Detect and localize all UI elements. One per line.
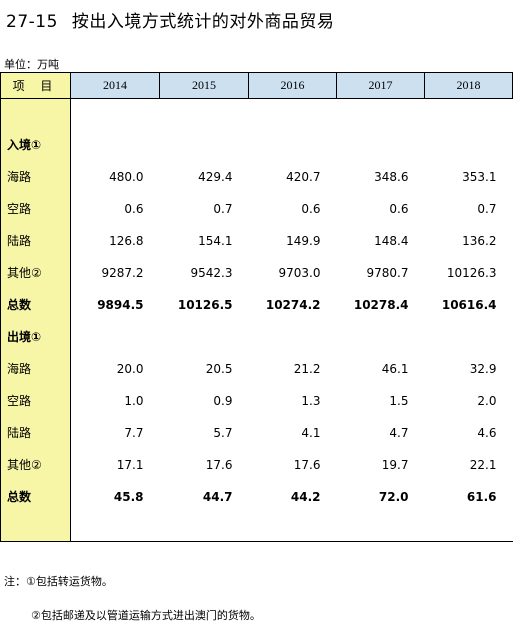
footnote-1: 注：①包括转运货物。 [4, 575, 113, 588]
header-item: 项 目 [0, 72, 71, 99]
table-cell: 17.6 [293, 457, 321, 472]
table-row: 陆路 7.7 5.7 4.1 4.7 4.6 [0, 416, 513, 449]
table-number: 27-15 [6, 12, 58, 32]
total-cell: 10274.2 [265, 297, 321, 312]
header-row: 项 目 2014 2015 2016 2017 2018 [0, 72, 513, 99]
page-title: 27-15 按出入境方式统计的对外商品贸易 [6, 7, 334, 32]
table-cell: 4.1 [301, 425, 321, 440]
total-label: 总数 [0, 288, 71, 321]
table-cell: 0.9 [213, 393, 233, 408]
table-cell: 9287.2 [101, 265, 144, 280]
section-label: 出境① [0, 320, 71, 353]
total-cell: 10278.4 [353, 297, 409, 312]
row-label: 其他② [0, 448, 71, 481]
section-label: 入境① [0, 128, 71, 161]
spacer-row [0, 512, 513, 542]
table-cell: 17.6 [205, 457, 233, 472]
table-row: 空路 1.0 0.9 1.3 1.5 2.0 [0, 384, 513, 417]
table-cell: 9542.3 [190, 265, 233, 280]
table-cell: 480.0 [109, 169, 144, 184]
table-header: 项 目 2014 2015 2016 2017 2018 [0, 72, 513, 99]
unit-label: 单位：万吨 [4, 58, 59, 71]
table-row: 海路 480.0 429.4 420.7 348.6 353.1 [0, 160, 513, 193]
table-cell: 1.0 [124, 393, 144, 408]
total-cell: 72.0 [378, 489, 409, 504]
header-year: 2015 [159, 72, 249, 99]
table-cell: 4.7 [389, 425, 409, 440]
table-row: 陆路 126.8 154.1 149.9 148.4 136.2 [0, 224, 513, 257]
row-label: 陆路 [0, 416, 71, 449]
row-label: 空路 [0, 192, 71, 225]
table-cell: 0.6 [124, 201, 144, 216]
table-title: 按出入境方式统计的对外商品贸易 [71, 12, 335, 32]
table-cell: 1.5 [389, 393, 409, 408]
table-cell: 9780.7 [366, 265, 409, 280]
table-cell: 22.1 [469, 457, 497, 472]
table-cell: 7.7 [124, 425, 144, 440]
table-cell: 420.7 [286, 169, 321, 184]
spacer-row [0, 98, 513, 129]
table-row: 其他② 9287.2 9542.3 9703.0 9780.7 10126.3 [0, 256, 513, 289]
section-row: 入境① [0, 128, 513, 161]
total-cell: 9894.5 [97, 297, 144, 312]
table-cell: 136.2 [462, 233, 497, 248]
table-cell: 148.4 [374, 233, 409, 248]
table-cell: 21.2 [293, 361, 321, 376]
header-year: 2017 [336, 72, 425, 99]
row-label: 其他② [0, 256, 71, 289]
table-cell: 20.5 [205, 361, 233, 376]
table-cell: 353.1 [462, 169, 497, 184]
row-label: 陆路 [0, 224, 71, 257]
table-cell: 154.1 [198, 233, 233, 248]
table-cell: 429.4 [198, 169, 233, 184]
header-year: 2018 [424, 72, 513, 99]
table-cell: 19.7 [381, 457, 409, 472]
header-year: 2016 [248, 72, 337, 99]
table-cell: 348.6 [374, 169, 409, 184]
table-cell: 10126.3 [446, 265, 497, 280]
table-cell: 20.0 [116, 361, 144, 376]
table-row: 其他② 17.1 17.6 17.6 19.7 22.1 [0, 448, 513, 481]
table-row: 空路 0.6 0.7 0.6 0.6 0.7 [0, 192, 513, 225]
section-row: 出境① [0, 320, 513, 353]
header-year: 2014 [70, 72, 160, 99]
trade-table: 项 目 2014 2015 2016 2017 2018 入境① 海路 480.… [0, 72, 513, 542]
table-cell: 2.0 [477, 393, 497, 408]
total-cell: 44.2 [290, 489, 321, 504]
table-cell: 46.1 [381, 361, 409, 376]
total-cell: 44.7 [202, 489, 233, 504]
total-label: 总数 [0, 480, 71, 513]
table-cell: 0.6 [389, 201, 409, 216]
table-cell: 9703.0 [278, 265, 321, 280]
row-label: 海路 [0, 352, 71, 385]
table-cell: 0.7 [213, 201, 233, 216]
table-cell: 17.1 [116, 457, 144, 472]
table-cell: 149.9 [286, 233, 321, 248]
table-cell: 0.6 [301, 201, 321, 216]
total-cell: 61.6 [466, 489, 497, 504]
table-cell: 4.6 [477, 425, 497, 440]
total-row: 总数 9894.5 10126.5 10274.2 10278.4 10616.… [0, 288, 513, 321]
table-cell: 126.8 [109, 233, 144, 248]
total-cell: 10126.5 [177, 297, 233, 312]
table-cell: 0.7 [477, 201, 497, 216]
table-cell: 32.9 [469, 361, 497, 376]
footnote-2: ②包括邮递及以管道运输方式进出澳门的货物。 [31, 609, 261, 622]
table-row: 海路 20.0 20.5 21.2 46.1 32.9 [0, 352, 513, 385]
total-row: 总数 45.8 44.7 44.2 72.0 61.6 [0, 480, 513, 513]
table-cell: 1.3 [301, 393, 321, 408]
total-cell: 45.8 [113, 489, 144, 504]
total-cell: 10616.4 [441, 297, 497, 312]
table-body: 入境① 海路 480.0 429.4 420.7 348.6 353.1 空路 … [0, 98, 513, 542]
table-cell: 5.7 [213, 425, 233, 440]
row-label: 海路 [0, 160, 71, 193]
row-label: 空路 [0, 384, 71, 417]
